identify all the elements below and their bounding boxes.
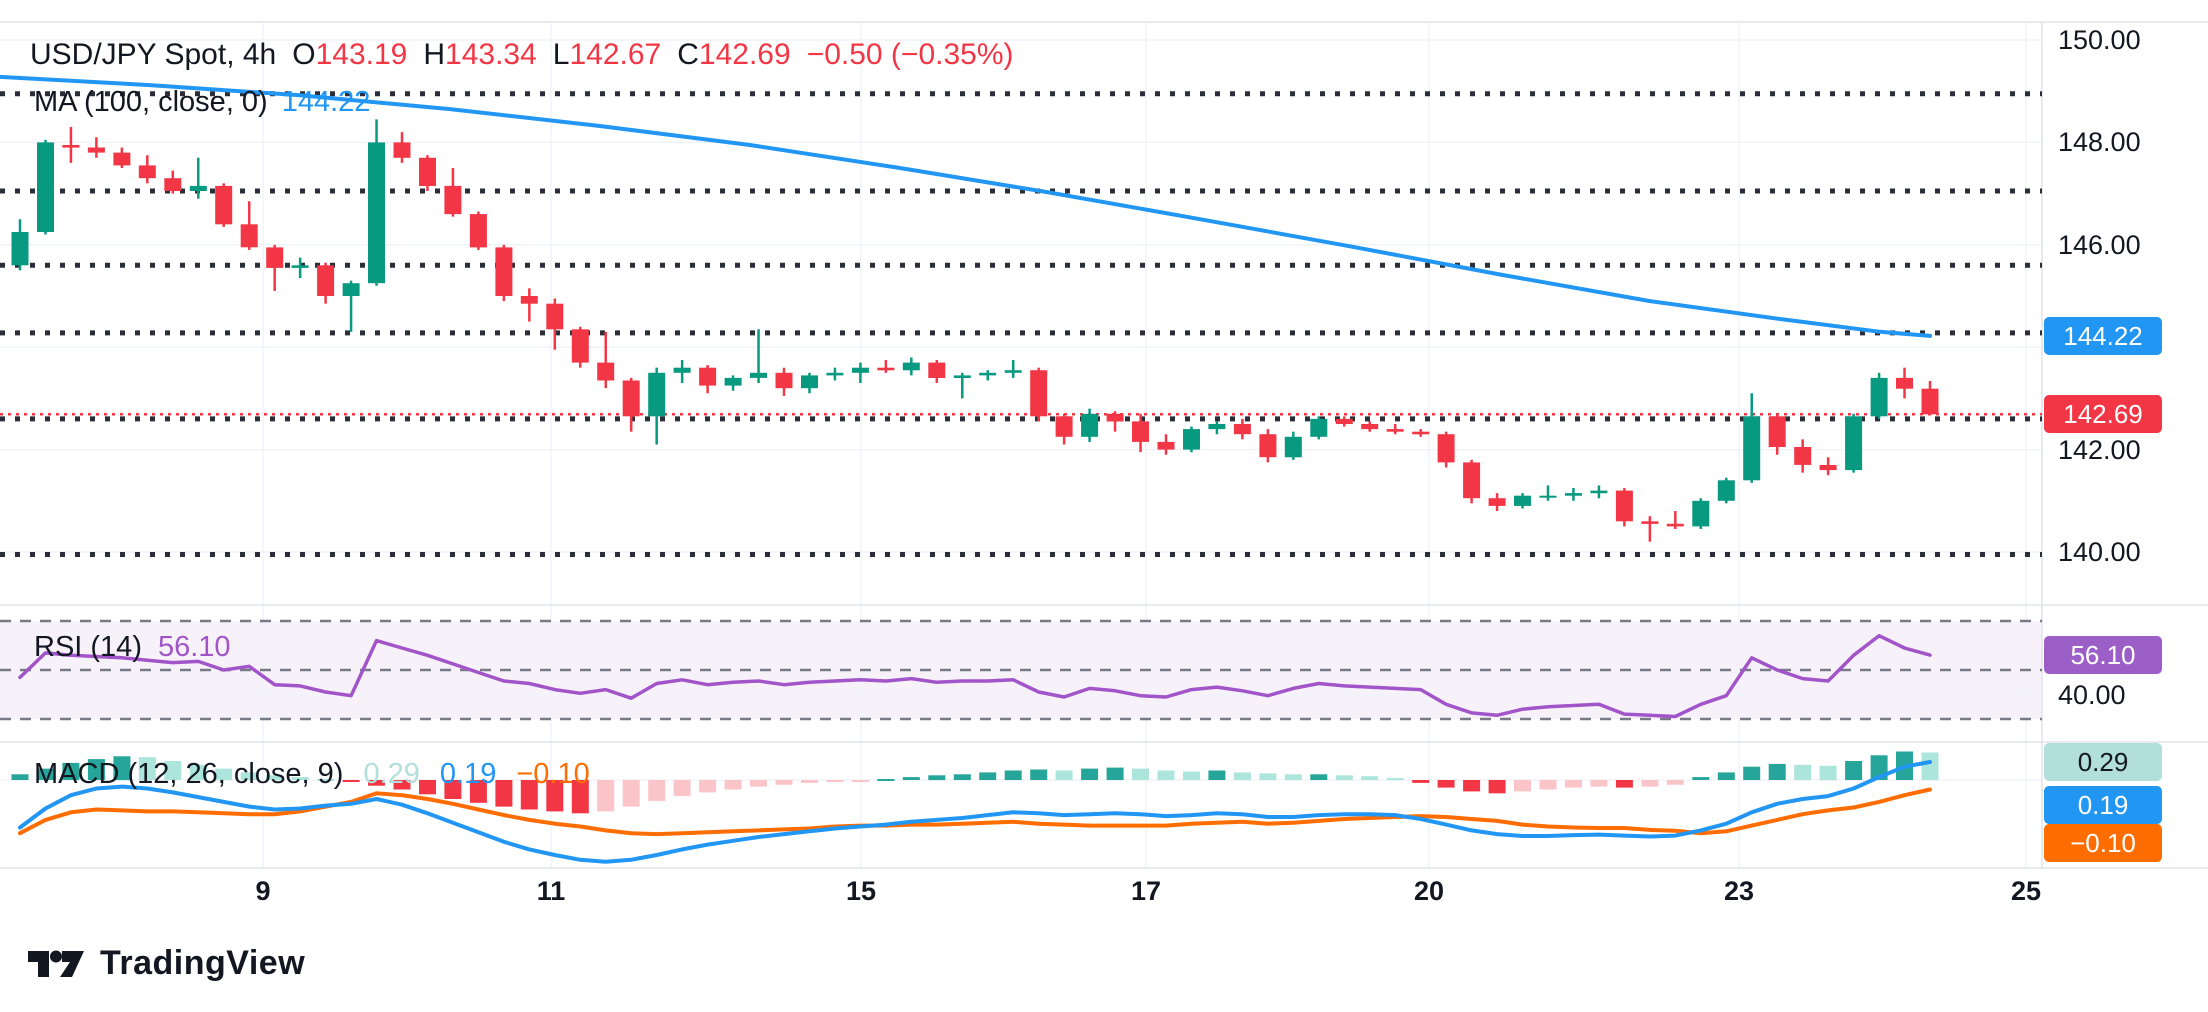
ma-price-badge: 144.22 <box>2044 317 2162 355</box>
time-axis-label: 9 <box>255 876 271 906</box>
time-axis-label: 25 <box>2010 876 2042 906</box>
ohlc-low: L142.67 <box>552 38 662 71</box>
rsi-legend-row: RSI (14) 56.10 <box>34 631 231 664</box>
symbol-title[interactable]: USD/JPY Spot, 4h <box>30 38 277 71</box>
macd-line-badge: 0.19 <box>2044 786 2162 824</box>
price-axis-label: 140.00 <box>2058 537 2141 567</box>
key-level-dotted-lines <box>0 91 2042 558</box>
ma100-line <box>0 74 1932 338</box>
time-axis-label: 11 <box>536 876 566 906</box>
price-axis-label: 142.00 <box>2058 435 2141 465</box>
tradingview-logo[interactable]: TradingView <box>28 944 305 983</box>
time-axis-label: 15 <box>845 876 877 906</box>
macd-signal-badge: −0.10 <box>2044 824 2162 862</box>
rsi-line <box>18 633 1932 719</box>
macd-hist-value: 0.29 <box>363 758 420 790</box>
macd-hist-badge: 0.29 <box>2044 743 2162 781</box>
rsi-dashed-levels <box>0 619 2042 721</box>
ohlc-open: O143.19 <box>292 38 408 71</box>
macd-label[interactable]: MACD (12, 26, close, 9) <box>34 758 344 790</box>
macd-signal-value: −0.10 <box>516 758 590 790</box>
rsi-value: 56.10 <box>157 631 231 663</box>
tradingview-logo-icon <box>28 950 84 977</box>
rsi-axis-label: 40.00 <box>2058 680 2126 710</box>
macd-signal-line <box>18 787 1932 837</box>
pane-dividers <box>0 21 2208 869</box>
macd-legend-row: MACD (12, 26, close, 9) 0.29 0.19 −0.10 <box>34 758 590 791</box>
time-axis-label: 23 <box>1723 876 1755 906</box>
rsi-label[interactable]: RSI (14) <box>34 631 142 663</box>
last-price-badge: 142.69 <box>2044 395 2162 433</box>
ma-legend-row: MA (100, close, 0) 144.22 <box>34 86 370 119</box>
macd-line-value: 0.19 <box>439 758 497 790</box>
ma-label[interactable]: MA (100, close, 0) <box>34 86 268 118</box>
time-axis-label: 20 <box>1413 876 1445 906</box>
price-axis-label: 146.00 <box>2058 230 2141 260</box>
price-change: −0.50 (−0.35%) <box>806 38 1014 71</box>
time-axis-label: 17 <box>1130 876 1162 906</box>
tradingview-logo-text: TradingView <box>100 944 306 982</box>
symbol-title-row: USD/JPY Spot, 4h O143.19 H143.34 L142.67… <box>30 38 1014 72</box>
rsi-value-badge: 56.10 <box>2044 636 2162 674</box>
ohlc-high: H143.34 <box>423 38 537 71</box>
ohlc-close: C142.69 <box>677 38 791 71</box>
ma-value: 144.22 <box>281 86 371 118</box>
macd-histogram <box>11 751 1939 814</box>
price-axis-label: 150.00 <box>2058 25 2141 55</box>
macd-line <box>18 760 1932 864</box>
vertical-gridlines <box>262 22 2027 868</box>
price-axis-label: 148.00 <box>2058 127 2141 157</box>
candlesticks <box>11 119 1939 542</box>
